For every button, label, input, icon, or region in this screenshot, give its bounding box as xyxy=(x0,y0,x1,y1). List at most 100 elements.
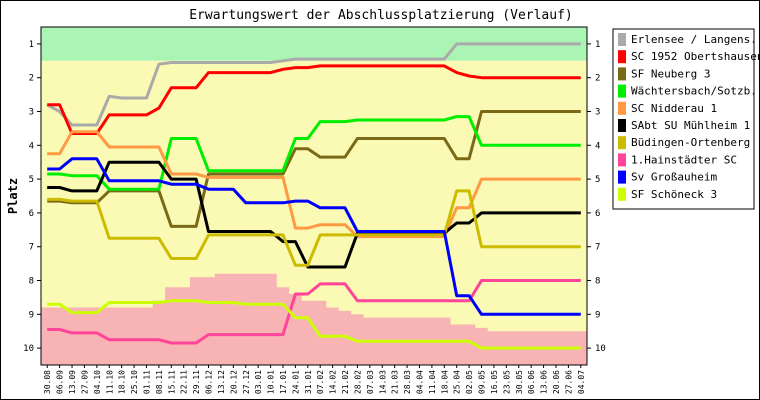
x-tick-label-8: 01.11 xyxy=(142,370,151,394)
x-tick-label-15: 20.12 xyxy=(229,370,238,394)
x-tick-label-39: 06.06 xyxy=(527,370,536,394)
y-axis-label: Platz xyxy=(6,178,20,214)
legend-swatch-0 xyxy=(618,33,626,46)
x-tick-label-37: 23.05 xyxy=(502,370,511,394)
y-tick-label-right-5: 5 xyxy=(595,175,600,185)
x-tick-label-17: 03.01 xyxy=(254,370,263,394)
y-tick-label-left-8: 8 xyxy=(29,277,34,287)
x-tick-label-12: 29.11 xyxy=(192,370,201,394)
series-line-8 xyxy=(47,157,581,316)
x-tick-label-13: 06.12 xyxy=(205,370,214,394)
series-line-2 xyxy=(47,110,581,228)
x-tick-label-25: 28.02 xyxy=(353,370,362,394)
x-tick-label-10: 15.11 xyxy=(167,370,176,394)
series-line-6 xyxy=(47,189,581,267)
y-ticks: 1 1 2 2 3 3 4 4 5 5 6 6 7 7 8 8 9 9 10 10 xyxy=(23,40,606,354)
x-tick-label-4: 04.10 xyxy=(93,370,102,394)
legend-swatch-8 xyxy=(618,170,626,184)
x-tick-label-18: 10.01 xyxy=(267,370,276,394)
chart-title: Erwartungswert der Abschlussplatzierung … xyxy=(189,8,573,23)
y-tick-label-right-6: 6 xyxy=(595,209,600,219)
x-tick-label-26: 07.03 xyxy=(366,370,375,394)
x-tick-label-32: 18.04 xyxy=(440,370,449,394)
y-tick-label-left-7: 7 xyxy=(29,243,34,253)
series-line-3 xyxy=(47,115,581,191)
x-tick-label-38: 30.05 xyxy=(515,370,524,394)
series-line-4 xyxy=(47,130,581,239)
x-tick-label-22: 07.02 xyxy=(316,370,325,394)
y-tick-label-right-9: 9 xyxy=(595,310,600,320)
x-tick-label-1: 06.09 xyxy=(56,370,65,394)
x-tick-label-2: 13.09 xyxy=(68,370,77,394)
legend-label-7: 1.Hainstädter SC xyxy=(631,153,737,166)
y-tick-label-left-5: 5 xyxy=(29,175,34,185)
x-tick-label-30: 04.04 xyxy=(415,370,424,394)
x-tick-label-23: 14.02 xyxy=(329,370,338,394)
legend-label-2: SF Neuberg 3 xyxy=(631,67,710,80)
legend-swatch-2 xyxy=(618,67,626,81)
legend-label-8: Sv Großauheim xyxy=(631,171,717,184)
legend-label-1: SC 1952 Obertshausen xyxy=(631,50,759,63)
x-tick-label-14: 13.12 xyxy=(217,370,226,394)
x-tick-label-40: 13.06 xyxy=(540,370,549,394)
x-tick-label-21: 31.01 xyxy=(304,370,313,394)
legend-box xyxy=(612,28,755,210)
x-tick-label-33: 25.04 xyxy=(453,370,462,394)
x-tick-label-29: 28.03 xyxy=(403,370,412,394)
y-tick-label-left-1: 1 xyxy=(29,40,34,50)
x-tick-label-5: 11.10 xyxy=(105,370,114,394)
x-tick-label-16: 27.12 xyxy=(242,370,251,394)
legend-swatch-9 xyxy=(618,187,626,201)
legend-label-5: SAbt SU Mühlheim 1 xyxy=(631,119,750,132)
y-tick-label-right-10: 10 xyxy=(595,344,606,354)
legend-swatch-1 xyxy=(618,50,626,64)
legend: Erlensee / Langens. SC 1952 Obertshausen S… xyxy=(612,28,759,210)
legend-label-0: Erlensee / Langens. xyxy=(631,33,757,46)
x-tick-label-3: 27.09 xyxy=(80,370,89,394)
y-tick-label-left-2: 2 xyxy=(29,74,34,84)
plot-border xyxy=(40,26,588,366)
y-tick-label-left-4: 4 xyxy=(29,141,34,151)
y-tick-label-left-10: 10 xyxy=(23,344,34,354)
y-tick-label-right-3: 3 xyxy=(595,108,600,118)
x-tick-label-27: 14.03 xyxy=(378,370,387,394)
legend-label-6: Büdingen-Ortenberg xyxy=(631,136,750,149)
series-line-5 xyxy=(47,160,581,269)
x-tick-label-43: 04.07 xyxy=(577,370,586,394)
x-ticks: 30.08 06.09 13.09 27.09 04.10 11.10 18.10 25.10… xyxy=(43,365,586,394)
x-tick-label-24: 21.02 xyxy=(341,370,350,394)
legend-label-4: SC Nidderau 1 xyxy=(631,102,717,115)
y-tick-label-right-8: 8 xyxy=(595,277,600,287)
y-tick-label-right-1: 1 xyxy=(595,40,600,50)
x-tick-label-20: 24.01 xyxy=(291,370,300,394)
series-line-7 xyxy=(47,279,581,345)
y-tick-label-left-6: 6 xyxy=(29,209,34,219)
legend-swatch-5 xyxy=(618,119,626,132)
y-tick-label-right-7: 7 xyxy=(595,243,600,253)
series-line-0 xyxy=(46,42,581,127)
legend-swatch-7 xyxy=(618,153,626,167)
y-tick-label-left-9: 9 xyxy=(29,310,34,320)
legend-label-9: SF Schöneck 3 xyxy=(631,188,717,201)
x-tick-label-0: 30.08 xyxy=(43,370,52,394)
legend-swatch-3 xyxy=(618,84,626,98)
x-tick-label-34: 02.05 xyxy=(465,370,474,394)
x-tick-label-42: 27.06 xyxy=(564,370,573,394)
y-tick-label-right-2: 2 xyxy=(595,74,600,84)
y-tick-label-left-3: 3 xyxy=(29,108,34,118)
x-tick-label-7: 25.10 xyxy=(130,370,139,394)
series-lines xyxy=(46,42,581,350)
x-tick-label-9: 08.11 xyxy=(155,370,164,394)
x-tick-label-11: 22.11 xyxy=(180,370,189,394)
series-line-1 xyxy=(47,64,581,135)
x-tick-label-41: 20.06 xyxy=(552,370,561,394)
x-tick-label-6: 18.10 xyxy=(118,370,127,394)
x-tick-label-35: 09.05 xyxy=(478,370,487,394)
x-tick-label-31: 11.04 xyxy=(428,370,437,394)
x-tick-label-19: 17.01 xyxy=(279,370,288,394)
y-tick-label-right-4: 4 xyxy=(595,141,600,151)
series-line-9 xyxy=(47,299,581,350)
legend-swatch-4 xyxy=(618,101,626,115)
